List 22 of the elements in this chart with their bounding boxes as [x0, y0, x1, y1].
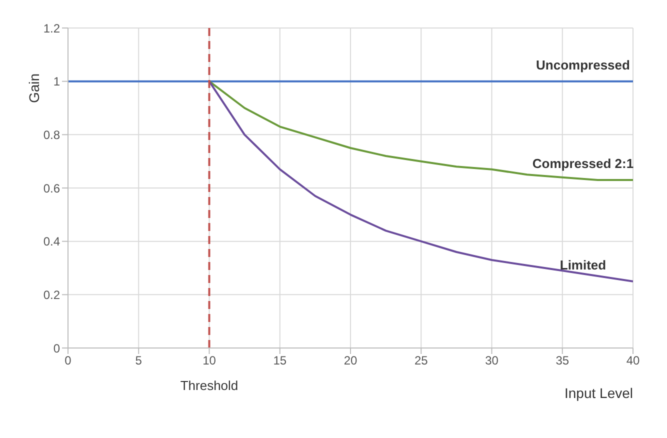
x-tick-label: 20 [344, 354, 358, 368]
series-label: Compressed 2:1 [532, 156, 634, 171]
y-tick-label: 0.2 [43, 288, 60, 302]
x-tick-label: 30 [485, 354, 499, 368]
y-tick-label: 1.2 [43, 21, 60, 36]
x-tick-label: 40 [626, 354, 640, 368]
y-tick-label: 0.8 [43, 128, 60, 142]
y-tick-label: 0 [53, 341, 60, 356]
x-tick-label: 35 [556, 354, 570, 368]
x-tick-label: 10 [202, 354, 216, 368]
series-label: Limited [560, 257, 606, 272]
y-tick-label: 0.6 [43, 181, 60, 196]
series-label: Uncompressed [536, 57, 630, 72]
x-tick-label: 15 [273, 354, 287, 368]
y-axis-title: Gain [26, 73, 42, 103]
y-tick-label: 1 [53, 74, 60, 89]
x-tick-label: 25 [414, 354, 428, 368]
ref-line-label: Threshold [180, 378, 238, 393]
x-tick-label: 0 [64, 354, 72, 368]
x-tick-label: 5 [135, 354, 142, 368]
y-tick-label: 0.4 [43, 234, 60, 249]
x-axis-title: Input Level [564, 385, 633, 401]
